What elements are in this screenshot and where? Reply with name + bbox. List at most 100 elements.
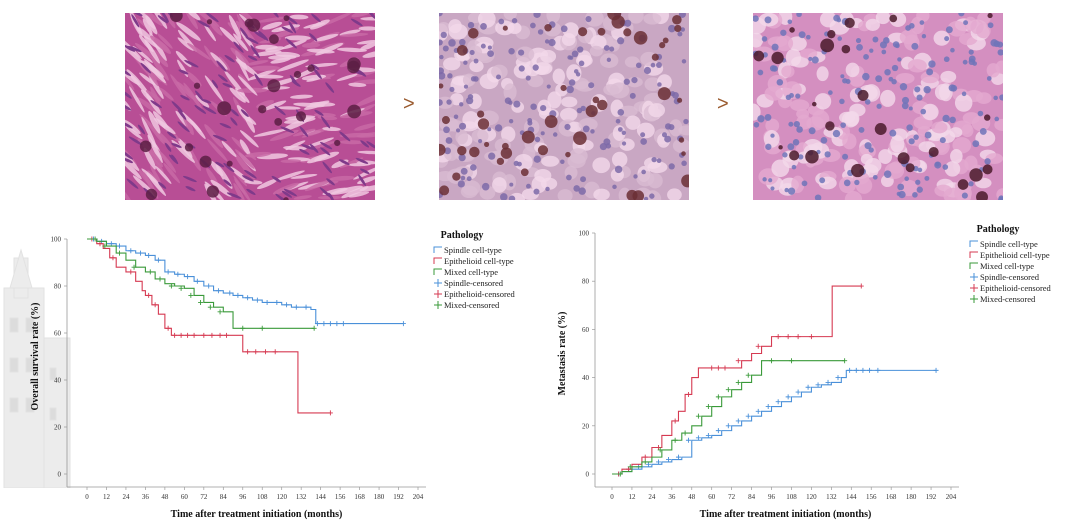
met-chart-y-tick-label: 60 (582, 326, 590, 334)
os-chart-series-2-censor-mark (207, 304, 213, 310)
met-chart-series-0-censor-mark (656, 459, 662, 465)
metastasis-rate-chart: 0 20 40 60 80 100 0 12 24 36 48 60 72 84 96 108 120 132 14… (557, 224, 1052, 520)
met-chart-series-0-censor-mark (825, 379, 831, 385)
met-chart-x-tick-label: 36 (668, 493, 676, 501)
met-chart-series-0-censor-mark (735, 418, 741, 424)
met-chart-x-tick-label: 204 (946, 493, 957, 501)
os-chart-series-0-censor-mark (334, 321, 340, 327)
met-chart-x-tick-label: 60 (708, 493, 716, 501)
os-chart-x-tick-label: 144 (315, 493, 326, 501)
met-chart-series-1-censor-mark (642, 454, 648, 460)
met-chart-series-2-censor-mark (695, 413, 701, 419)
os-chart-series-1-censor-mark (245, 349, 251, 355)
met-chart-x-tick-label: 156 (866, 493, 877, 501)
os-chart-x-tick-label: 60 (181, 493, 189, 501)
met-chart-x-tick-label: 48 (688, 493, 696, 501)
met-chart-series-2-line (612, 360, 845, 475)
os-chart-series-2-censor-mark (217, 309, 223, 315)
met-chart-series-0-censor-mark (675, 454, 681, 460)
epithelioid-histology-image (753, 13, 1003, 200)
met-chart-series-0-censor-mark (933, 367, 939, 373)
met-chart-x-tick-label: 72 (728, 493, 736, 501)
met-chart-series-0-censor-mark (875, 367, 881, 373)
met-chart-legend-item: Spindle-censored (980, 272, 1040, 282)
os-chart-series-1-censor-mark (185, 332, 191, 338)
os-chart-series-0-censor-mark (155, 257, 161, 263)
os-chart-series-2-censor-mark (116, 250, 122, 256)
os-chart-series-1-censor-mark (146, 292, 152, 298)
os-chart-x-tick-label: 180 (374, 493, 385, 501)
os-chart-series-0-censor-mark (327, 321, 333, 327)
mixed-histology-image (439, 13, 689, 200)
met-chart-series-2-censor-mark (715, 394, 721, 400)
met-chart-series-2-censor-mark (769, 358, 775, 364)
met-chart-y-tick-label: 40 (582, 374, 590, 382)
os-chart-legend-swatch (433, 246, 442, 253)
met-chart-series-1-censor-mark (685, 391, 691, 397)
os-chart-series-2-censor-mark (157, 276, 163, 282)
os-chart-legend-item: Spindle cell-type (444, 245, 502, 255)
met-chart-series-2-censor-mark (705, 404, 711, 410)
met-chart-series-0-censor-mark (666, 457, 671, 463)
met-chart-series-0-censor-mark (765, 404, 771, 410)
os-chart-series-0-censor-mark (400, 321, 406, 327)
os-chart-legend-swatch (433, 257, 442, 264)
met-chart-y-axis-label: Metastasis rate (%) (557, 312, 568, 396)
os-chart-x-tick-label: 204 (413, 493, 424, 501)
met-chart-series-2-censor-mark (682, 430, 688, 436)
met-chart-legend-item: Spindle cell-type (980, 239, 1038, 249)
met-chart-series-0-censor-mark (785, 394, 791, 400)
os-chart-x-tick-label: 156 (335, 493, 346, 501)
os-chart-series-0-censor-mark (314, 321, 320, 327)
os-chart-series-0-censor-mark (340, 321, 346, 327)
os-chart-x-tick-label: 48 (161, 493, 169, 501)
os-chart-x-tick-label: 120 (276, 493, 287, 501)
met-chart-series-1-censor-mark (722, 365, 728, 371)
os-chart-series-2-censor-mark (92, 236, 98, 242)
os-chart-series-0-censor-mark (293, 304, 299, 310)
os-chart-series-0-censor-mark (254, 297, 260, 303)
met-chart-x-tick-label: 144 (846, 493, 857, 501)
os-chart-series-1-censor-mark (209, 332, 215, 338)
os-chart-x-axis-label: Time after treatment initiation (months) (171, 509, 343, 520)
met-chart-x-tick-label: 132 (826, 493, 837, 501)
met-chart-legend-item: Epithelioid cell-type (980, 250, 1050, 260)
os-chart-series-2-censor-mark (131, 264, 137, 270)
os-chart-series-2-censor-mark (178, 285, 184, 291)
os-chart-series-1-censor-mark (217, 332, 223, 338)
os-chart-x-tick-label: 24 (122, 493, 130, 501)
met-chart-series-0-line (612, 369, 937, 475)
os-chart-series-1-censor-mark (201, 332, 207, 338)
os-chart-series-1-censor-mark (110, 255, 116, 261)
os-chart-series-0-censor-mark (146, 252, 152, 258)
os-chart-y-tick-label: 100 (51, 236, 62, 244)
os-chart-series-0-censor-mark (245, 295, 251, 301)
os-chart-series-0-censor-mark (227, 290, 233, 296)
met-chart-series-0-censor-mark (755, 408, 761, 414)
os-chart-series-0-censor-mark (138, 250, 144, 256)
os-chart-series-1-censor-mark (178, 332, 184, 338)
met-chart-series-0-censor-mark (847, 367, 853, 373)
os-chart-series-1-censor-mark (97, 241, 103, 247)
os-chart-series-0-censor-mark (165, 269, 171, 275)
os-chart-x-tick-label: 192 (393, 493, 404, 501)
met-chart-series-0-censor-mark (705, 432, 711, 438)
met-chart-series-0-censor-mark (715, 428, 721, 434)
met-chart-series-2-censor-mark (657, 447, 663, 453)
os-chart-y-tick-label: 80 (54, 283, 62, 291)
met-chart-series-0-censor-mark (835, 375, 841, 381)
met-chart-legend-swatch (970, 295, 978, 303)
overall-survival-chart: 0 20 40 60 80 100 0 12 24 36 48 60 72 84 96 108 120 132 14… (30, 230, 516, 520)
met-chart-series-1-censor-mark (715, 365, 721, 371)
os-chart-series-0-censor-mark (194, 278, 200, 284)
os-chart-series-2-censor-mark (311, 325, 317, 331)
met-chart-series-2-censor-mark (672, 437, 678, 443)
os-chart-series-0-censor-mark (175, 271, 181, 277)
met-chart-legend-swatch (969, 251, 978, 258)
os-chart-series-1-censor-mark (272, 349, 278, 355)
os-chart-series-2-censor-mark (147, 269, 153, 275)
met-chart-x-tick-label: 96 (768, 493, 776, 501)
met-chart-x-tick-label: 0 (610, 493, 614, 501)
met-chart-series-0-censor-mark (775, 399, 781, 405)
os-chart-y-tick-label: 20 (54, 424, 62, 432)
